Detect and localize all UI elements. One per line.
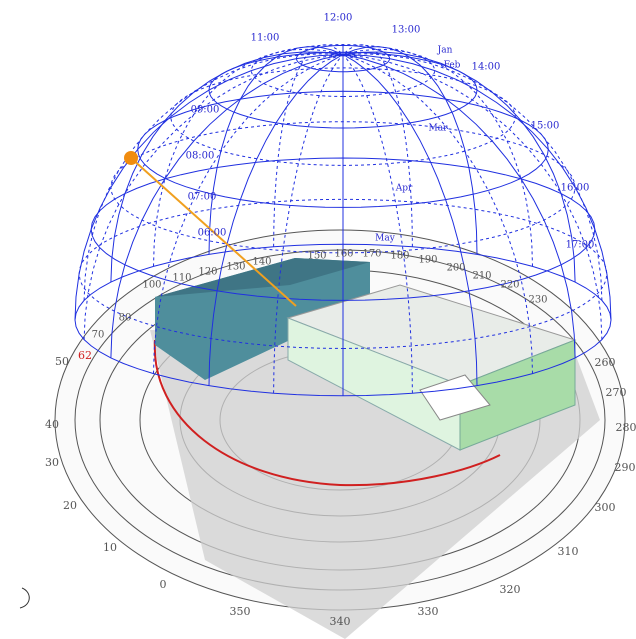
azimuth-label-upper: 130 (226, 262, 245, 273)
dome-meridian (342, 54, 413, 394)
dome-meridian (342, 54, 576, 358)
azimuth-label: 50 (55, 355, 69, 368)
sun-ray (130, 157, 297, 307)
azimuth-label: 260 (595, 356, 616, 369)
dome-meridian (208, 54, 344, 386)
azimuth-label-upper: 190 (418, 255, 437, 266)
sun-altitude-ring (153, 339, 501, 487)
building (155, 258, 577, 451)
hour-label: 15:00 (531, 121, 560, 132)
azimuth-label: 290 (615, 461, 636, 474)
azimuth-label-upper: 100 (142, 280, 161, 291)
azimuth-label: 340 (330, 615, 351, 628)
azimuth-label: 40 (45, 418, 59, 431)
dome-meridian (342, 54, 478, 386)
month-label: Mar (429, 124, 449, 134)
azimuth-label-upper: 110 (172, 273, 191, 284)
azimuth-label-upper: 220 (500, 280, 519, 291)
dome-meridian (342, 44, 413, 247)
hour-label: 12:00 (324, 13, 353, 24)
azimuth-label-upper: 210 (472, 271, 491, 282)
altitude-label: 62 (78, 349, 92, 362)
azimuth-label-upper: 230 (528, 295, 547, 306)
month-label: May (375, 234, 396, 244)
azimuth-label: 300 (595, 501, 616, 514)
azimuth-label: 270 (606, 386, 627, 399)
dome-meridian (110, 51, 344, 283)
dome-meridian (342, 53, 603, 301)
dome-meridian (83, 53, 344, 301)
dome-meridian (273, 54, 344, 394)
building-side (459, 339, 576, 451)
dome-meridian (273, 44, 344, 247)
azimuth-label-upper: 80 (119, 313, 132, 324)
azimuth-label-upper: 150 (307, 251, 326, 262)
hour-label: 06:00 (198, 228, 227, 239)
azimuth-label-upper: 180 (390, 251, 409, 262)
azimuth-label-upper: 200 (446, 263, 465, 274)
hour-label: 14:00 (472, 62, 501, 73)
dome-meridian (342, 54, 603, 340)
month-label: Jan (437, 46, 453, 56)
dome-meridian (342, 54, 612, 321)
hour-label: 17:00 (566, 240, 595, 251)
azimuth-label: 350 (230, 605, 251, 618)
azimuth-label: 30 (45, 456, 59, 469)
azimuth-label: 330 (418, 605, 439, 618)
labels: 11:00 12:00 13:00 14:00 15:00 16:00 17:00 09:00… (45, 13, 636, 629)
month-label: Feb (444, 61, 461, 71)
hour-label: 11:00 (251, 33, 280, 44)
dome-meridian (208, 46, 344, 255)
hour-label: 13:00 (392, 25, 421, 36)
azimuth-label-upper: 160 (334, 249, 353, 260)
azimuth-label-upper: 140 (252, 257, 271, 268)
azimuth-label: 0 (160, 578, 167, 591)
hour-label: 08:00 (186, 151, 215, 162)
sun-path-dome (74, 44, 612, 397)
dome-meridian (342, 46, 478, 255)
azimuth-label: 20 (63, 499, 77, 512)
dome-meridian (153, 48, 344, 267)
sun (124, 151, 138, 165)
azimuth-label: 320 (500, 583, 521, 596)
hour-label: 07:00 (188, 192, 217, 203)
dome-meridian (83, 54, 344, 340)
dome-meridian (74, 54, 344, 321)
azimuth-label: 310 (558, 545, 579, 558)
month-label: Apr (395, 184, 413, 194)
azimuth-label: 10 (103, 541, 117, 554)
hour-label: 16:00 (561, 183, 590, 194)
dome-meridian (110, 54, 344, 358)
dome-meridian (342, 48, 533, 267)
hour-label: 09:00 (191, 105, 220, 116)
building-roof-dark (155, 258, 370, 297)
north-arrow (19, 587, 30, 609)
azimuth-label-upper: 120 (198, 267, 217, 278)
azimuth-label: 280 (616, 421, 636, 434)
azimuth-label-upper: 70 (92, 330, 105, 341)
azimuth-label-upper: 170 (362, 249, 381, 260)
